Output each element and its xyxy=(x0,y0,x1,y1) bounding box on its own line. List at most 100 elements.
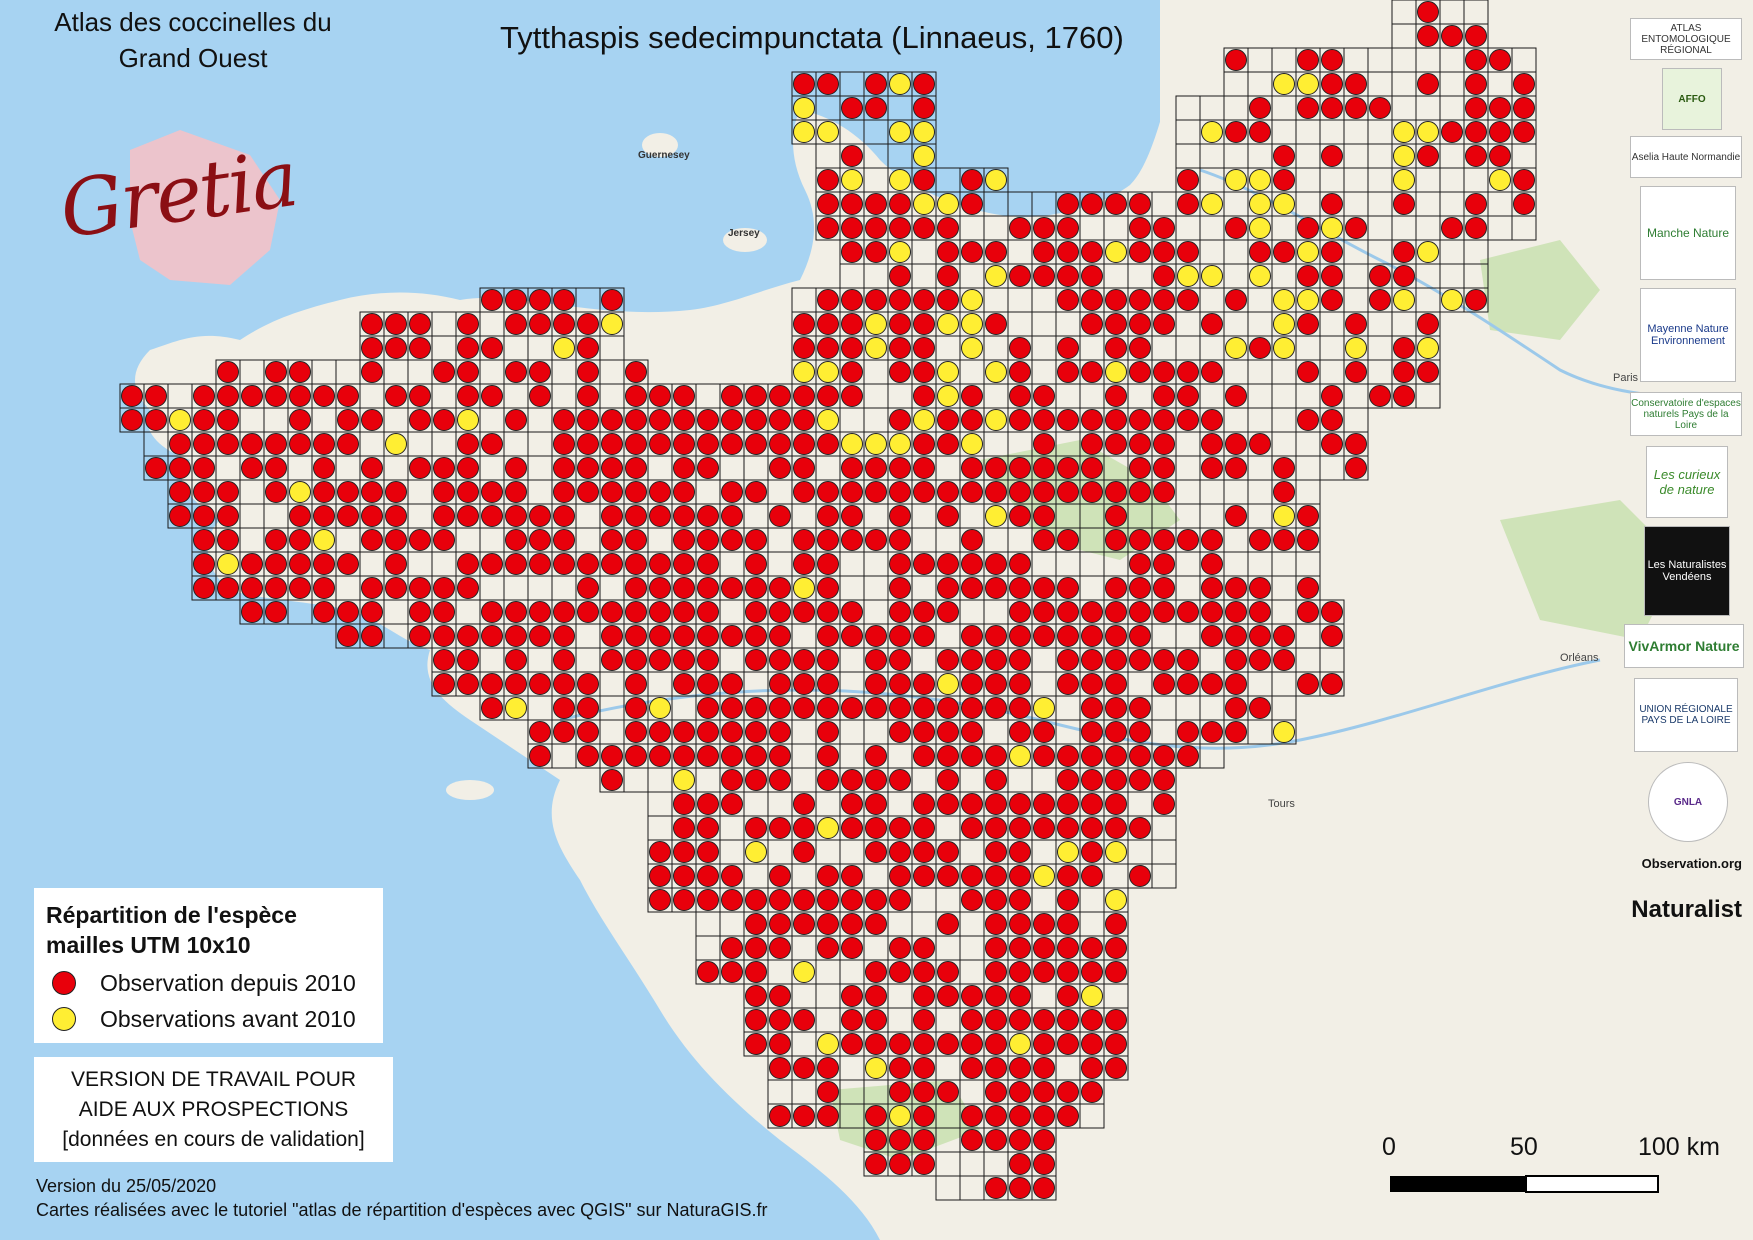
observation-since-2010-dot xyxy=(529,625,551,647)
observation-since-2010-dot xyxy=(1321,193,1343,215)
observation-since-2010-dot xyxy=(1225,457,1247,479)
observation-since-2010-dot xyxy=(1057,577,1079,599)
observation-since-2010-dot xyxy=(385,505,407,527)
observation-since-2010-dot xyxy=(1201,721,1223,743)
observation-since-2010-dot xyxy=(841,625,863,647)
partner-logo-inaturalist: iNaturalist xyxy=(1630,896,1742,923)
observation-since-2010-dot xyxy=(337,601,359,623)
observation-since-2010-dot xyxy=(961,625,983,647)
observation-since-2010-dot xyxy=(841,1009,863,1031)
observation-since-2010-dot xyxy=(1177,409,1199,431)
observation-since-2010-dot xyxy=(553,625,575,647)
red-dot-icon xyxy=(52,971,76,995)
observation-since-2010-dot xyxy=(217,481,239,503)
observation-before-2010-dot xyxy=(1105,361,1127,383)
observation-since-2010-dot xyxy=(505,553,527,575)
observation-since-2010-dot xyxy=(481,337,503,359)
observation-since-2010-dot xyxy=(865,625,887,647)
observation-since-2010-dot xyxy=(1009,1105,1031,1127)
observation-before-2010-dot xyxy=(937,193,959,215)
observation-since-2010-dot xyxy=(817,625,839,647)
observation-since-2010-dot xyxy=(913,1153,935,1175)
observation-before-2010-dot xyxy=(1273,337,1295,359)
observation-since-2010-dot xyxy=(817,481,839,503)
observation-since-2010-dot xyxy=(841,217,863,239)
observation-since-2010-dot xyxy=(913,865,935,887)
observation-since-2010-dot xyxy=(865,289,887,311)
observation-since-2010-dot xyxy=(793,553,815,575)
observation-since-2010-dot xyxy=(481,385,503,407)
observation-since-2010-dot xyxy=(433,505,455,527)
observation-since-2010-dot xyxy=(937,697,959,719)
observation-since-2010-dot xyxy=(817,505,839,527)
observation-since-2010-dot xyxy=(1153,673,1175,695)
observation-since-2010-dot xyxy=(985,553,1007,575)
observation-since-2010-dot xyxy=(577,601,599,623)
observation-since-2010-dot xyxy=(649,625,671,647)
observation-since-2010-dot xyxy=(817,217,839,239)
observation-since-2010-dot xyxy=(1057,457,1079,479)
observation-since-2010-dot xyxy=(1033,601,1055,623)
observation-since-2010-dot xyxy=(1249,601,1271,623)
observation-since-2010-dot xyxy=(793,601,815,623)
observation-since-2010-dot xyxy=(217,577,239,599)
utm-grid xyxy=(119,0,1537,1201)
observation-since-2010-dot xyxy=(1273,649,1295,671)
observation-since-2010-dot xyxy=(1153,601,1175,623)
observation-since-2010-dot xyxy=(169,505,191,527)
observation-since-2010-dot xyxy=(1009,217,1031,239)
forest-patch-2 xyxy=(1480,240,1600,340)
observation-since-2010-dot xyxy=(721,793,743,815)
observation-since-2010-dot xyxy=(265,361,287,383)
observation-since-2010-dot xyxy=(1153,457,1175,479)
observation-since-2010-dot xyxy=(1321,49,1343,71)
observation-since-2010-dot xyxy=(721,481,743,503)
logo-region-shape xyxy=(130,130,280,285)
observation-since-2010-dot xyxy=(1201,553,1223,575)
grid-cell xyxy=(839,71,865,97)
observation-since-2010-dot xyxy=(1033,961,1055,983)
observation-before-2010-dot xyxy=(793,361,815,383)
observation-since-2010-dot xyxy=(1105,505,1127,527)
observation-since-2010-dot xyxy=(529,361,551,383)
observation-since-2010-dot xyxy=(1249,337,1271,359)
observation-since-2010-dot xyxy=(721,937,743,959)
partner-logo-manche-nature: Manche Nature xyxy=(1640,186,1736,280)
observation-since-2010-dot xyxy=(1009,1009,1031,1031)
observation-since-2010-dot xyxy=(1009,505,1031,527)
observation-since-2010-dot xyxy=(937,865,959,887)
observation-since-2010-dot xyxy=(673,649,695,671)
observation-since-2010-dot xyxy=(1177,289,1199,311)
observation-since-2010-dot xyxy=(1297,601,1319,623)
observation-since-2010-dot xyxy=(1129,337,1151,359)
observation-since-2010-dot xyxy=(1057,361,1079,383)
observation-before-2010-dot xyxy=(1105,889,1127,911)
observation-since-2010-dot xyxy=(1105,601,1127,623)
observation-before-2010-dot xyxy=(1249,169,1271,191)
observation-since-2010-dot xyxy=(1009,793,1031,815)
observation-since-2010-dot xyxy=(1465,193,1487,215)
observation-since-2010-dot xyxy=(769,1033,791,1055)
observation-since-2010-dot xyxy=(241,385,263,407)
observation-since-2010-dot xyxy=(193,553,215,575)
observation-since-2010-dot xyxy=(625,721,647,743)
observation-since-2010-dot xyxy=(1009,1081,1031,1103)
observation-since-2010-dot xyxy=(1033,457,1055,479)
grid-cell xyxy=(983,191,1009,217)
observation-since-2010-dot xyxy=(217,529,239,551)
observation-since-2010-dot xyxy=(697,433,719,455)
observation-since-2010-dot xyxy=(1009,1177,1031,1199)
observation-since-2010-dot xyxy=(889,409,911,431)
observation-since-2010-dot xyxy=(793,1009,815,1031)
observation-before-2010-dot xyxy=(865,337,887,359)
observation-since-2010-dot xyxy=(1081,265,1103,287)
observation-since-2010-dot xyxy=(1441,121,1463,143)
observation-before-2010-dot xyxy=(985,505,1007,527)
observation-since-2010-dot xyxy=(865,1129,887,1151)
observation-before-2010-dot xyxy=(913,145,935,167)
observation-since-2010-dot xyxy=(1225,217,1247,239)
grid-cell xyxy=(1463,287,1489,313)
observation-since-2010-dot xyxy=(1033,817,1055,839)
observation-before-2010-dot xyxy=(1273,721,1295,743)
observation-before-2010-dot xyxy=(913,409,935,431)
